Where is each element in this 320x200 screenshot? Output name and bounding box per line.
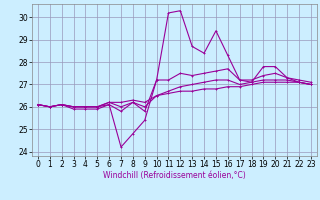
X-axis label: Windchill (Refroidissement éolien,°C): Windchill (Refroidissement éolien,°C) — [103, 171, 246, 180]
